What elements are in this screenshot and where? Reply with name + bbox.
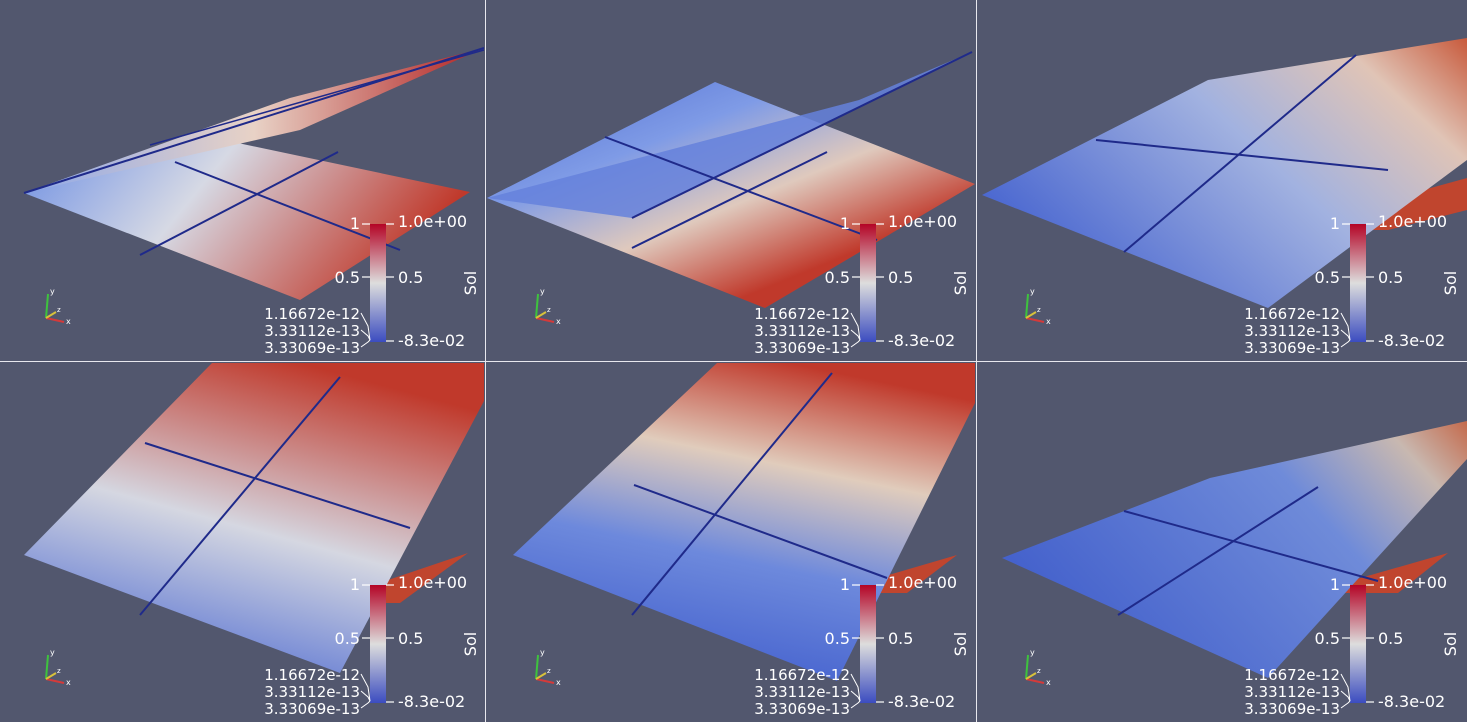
mesh-edge [1095, 139, 1389, 171]
view-6-scene [1002, 421, 1467, 678]
view-3-scene [982, 38, 1467, 308]
mesh-edge [1117, 486, 1319, 616]
render-view-4[interactable] [0, 363, 484, 722]
mesh-edge [139, 376, 341, 616]
plate-main [982, 38, 1467, 308]
mesh-edge [631, 151, 828, 249]
render-view-5[interactable] [487, 363, 975, 722]
mesh-edge [631, 51, 973, 219]
mesh-edge [174, 161, 401, 251]
view-4-scene [24, 363, 484, 673]
view-2-scene [487, 51, 975, 308]
mesh-edge [633, 484, 888, 579]
mesh-edge [139, 151, 339, 256]
horizontal-divider[interactable] [0, 361, 1467, 362]
mesh-edge [149, 49, 484, 146]
render-view-2[interactable] [487, 0, 975, 360]
mesh-edge [1123, 54, 1357, 253]
render-view-6[interactable] [978, 363, 1467, 722]
render-view-1[interactable] [0, 0, 484, 360]
plate-main [513, 363, 975, 681]
plate-main [24, 363, 484, 673]
view-1-scene [23, 47, 484, 300]
mesh-edge [1123, 510, 1379, 582]
render-view-3[interactable] [978, 0, 1467, 360]
mesh-edge [604, 136, 878, 241]
mesh-edge [144, 442, 411, 529]
plate-main [1002, 421, 1467, 678]
plate-fold [487, 52, 972, 218]
view-5-scene [513, 363, 975, 681]
plate-lower [24, 135, 470, 300]
mesh-edge [631, 372, 833, 616]
